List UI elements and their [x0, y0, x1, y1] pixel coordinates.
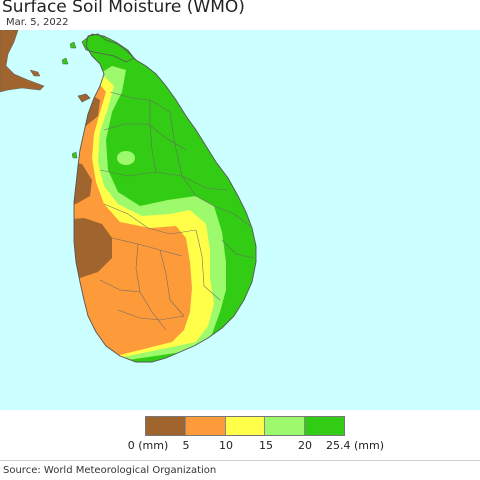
footer-divider — [0, 460, 480, 461]
color-legend — [145, 416, 345, 436]
legend-swatch — [224, 417, 265, 435]
jaffna-peninsula — [81, 33, 135, 63]
district-boundaries — [99, 91, 255, 331]
western-islets — [61, 41, 78, 159]
source-credit: Source: World Meteorological Organizatio… — [3, 465, 217, 476]
legend-tick-label: 25.4 (mm) — [325, 439, 385, 452]
legend-tick-label: 0 (mm) — [127, 439, 169, 452]
legend-swatch — [146, 417, 185, 435]
legend-swatch — [304, 417, 344, 435]
map-title: Surface Soil Moisture (WMO) — [2, 0, 245, 17]
soil-moisture-map — [0, 30, 480, 410]
legend-tick-label: 20 — [298, 439, 312, 452]
legend-swatch — [184, 417, 225, 435]
mannar-island — [77, 93, 91, 103]
legend-tick-label: 15 — [259, 439, 273, 452]
mainland-coast — [0, 30, 45, 93]
legend-tick-label: 10 — [219, 439, 233, 452]
map-date: Mar. 5, 2022 — [6, 17, 69, 28]
mainland-islet — [29, 69, 41, 77]
legend-tick-label: 5 — [182, 439, 190, 452]
legend-swatch — [264, 417, 305, 435]
